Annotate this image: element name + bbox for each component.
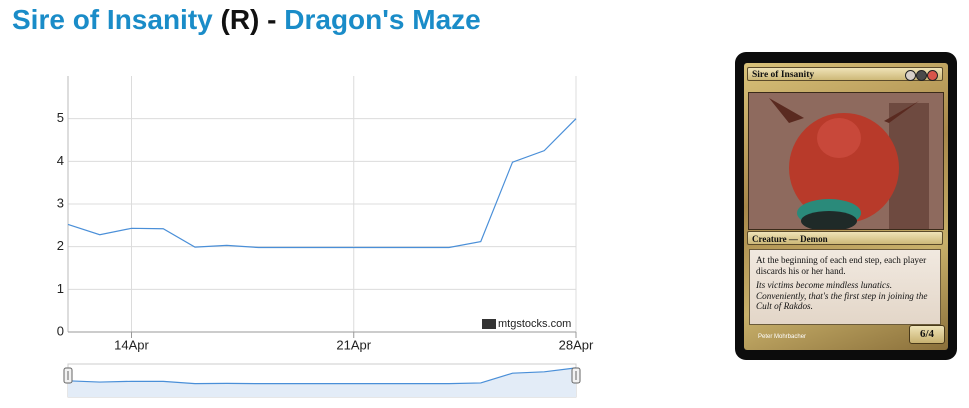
page-title: Sire of Insanity (R) - Dragon's Maze [12, 4, 481, 36]
navigator-area [68, 367, 576, 397]
y-tick-label: 5 [57, 110, 64, 125]
rules-text: At the beginning of each end step, each … [756, 255, 927, 276]
art-cauldron [801, 211, 857, 229]
card-art [748, 92, 944, 230]
x-tick-label: 14Apr [114, 337, 149, 352]
y-tick-label: 2 [57, 238, 64, 253]
navigator-line [67, 367, 577, 385]
art-head [817, 118, 861, 158]
text-box: At the beginning of each end step, each … [749, 249, 941, 325]
y-tick-label: 3 [57, 195, 64, 210]
set-name-link[interactable]: Dragon's Maze [284, 4, 481, 35]
art-drawing [749, 93, 943, 229]
card-image: Sire of Insanity Creature — Demon At the… [735, 52, 957, 360]
card-name-bar: Sire of Insanity [747, 67, 943, 81]
separator: - [267, 4, 277, 35]
y-tick-label: 0 [57, 323, 64, 338]
art-demon [789, 113, 899, 223]
watermark-icon [482, 319, 496, 329]
y-tick-label: 4 [57, 153, 64, 168]
card-name-link[interactable]: Sire of Insanity [12, 4, 213, 35]
mana-generic [905, 70, 916, 81]
type-line: Creature — Demon [752, 234, 828, 244]
type-bar: Creature — Demon [747, 231, 943, 245]
y-tick-label: 1 [57, 281, 64, 296]
card-frame: Sire of Insanity Creature — Demon At the… [744, 63, 948, 350]
card-name: Sire of Insanity [752, 70, 815, 80]
flavor-text: Its victims become mindless lunatics. Co… [756, 280, 928, 311]
x-tick-label: 21Apr [336, 337, 371, 352]
x-tick-label: 28Apr [559, 337, 594, 352]
price-line [67, 118, 577, 249]
rarity: (R) [220, 4, 260, 35]
mana-black [916, 70, 927, 81]
mana-red [927, 70, 938, 81]
price-chart: 0 1 2 3 4 5 14Apr 21Apr 28Apr mtgstocks.com [57, 76, 594, 398]
artist-credit: Peter Mohrbacher [758, 334, 807, 340]
power-toughness: 6/4 [909, 325, 945, 344]
watermark: mtgstocks.com [498, 318, 571, 330]
